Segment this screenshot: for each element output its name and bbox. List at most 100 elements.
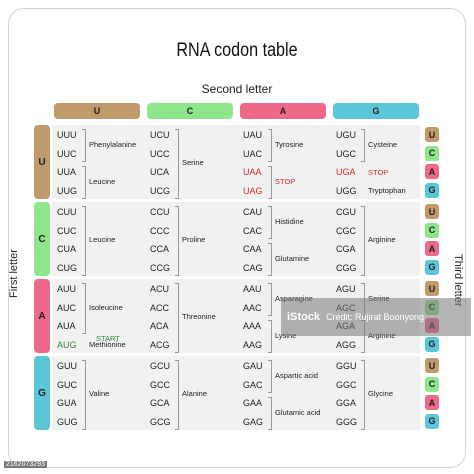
codon-uca: UCA xyxy=(150,167,170,177)
third-letter-g-g: G xyxy=(425,413,439,429)
third-letter-c-c: C xyxy=(425,222,439,238)
amino-acid-brace xyxy=(82,283,86,334)
codon-aua: AUA xyxy=(57,321,76,331)
amino-acid-brace xyxy=(175,360,179,430)
third-letter-c-a: A xyxy=(425,241,439,256)
codon-ccu: CCU xyxy=(150,207,170,217)
codon-gga: GGA xyxy=(336,398,357,408)
first-letter-g: G xyxy=(34,356,50,430)
watermark: iStock Credit: Rujirat Boonyong xyxy=(281,298,471,336)
block-c-background xyxy=(52,202,420,276)
third-letter-u-c: C xyxy=(425,145,439,161)
amino-acid-brace xyxy=(82,206,86,276)
codon-cuc: CUC xyxy=(57,225,77,236)
third-letter-label: Third letter xyxy=(452,254,464,307)
amino-acid-leucine: Leucine xyxy=(89,176,116,186)
third-letter-a-g: G xyxy=(425,336,439,352)
codon-cac: CAC xyxy=(243,225,263,236)
amino-acid-proline: Proline xyxy=(182,235,206,245)
block-u-background xyxy=(52,125,420,199)
third-letter-g-c: C xyxy=(425,376,439,392)
amino-acid-brace xyxy=(361,129,365,162)
codon-ggu: GGU xyxy=(336,361,357,371)
codon-ggg: GGG xyxy=(336,416,358,427)
amino-acid-brace xyxy=(268,320,272,353)
third-letter-g-a: A xyxy=(425,395,439,410)
codon-ucc: UCC xyxy=(150,148,170,159)
amino-acid-cysteine: Cysteine xyxy=(368,139,398,149)
third-letter-a-u: U xyxy=(425,281,439,296)
amino-acid-threonine: Threonine xyxy=(182,312,216,322)
amino-acid-brace xyxy=(361,360,365,430)
codon-aac: AAC xyxy=(243,302,262,313)
codon-gau: GAU xyxy=(243,361,263,371)
amino-acid-brace xyxy=(82,166,86,199)
amino-acid-leucine: Leucine xyxy=(89,235,116,245)
first-letter-u: U xyxy=(34,125,50,199)
codon-guc: GUC xyxy=(57,379,77,390)
page-title: RNA codon table xyxy=(176,40,298,61)
amino-acid-methionine: Methionine xyxy=(89,340,126,349)
codon-gcc: GCC xyxy=(150,379,170,390)
codon-caa: CAA xyxy=(243,244,262,254)
codon-gug: GUG xyxy=(57,416,78,427)
codon-acc: ACC xyxy=(150,302,170,313)
second-letter-c: C xyxy=(147,103,233,119)
third-letter-g-u: U xyxy=(425,358,439,373)
codon-ccc: CCC xyxy=(150,225,170,236)
codon-aau: AAU xyxy=(243,284,262,294)
amino-acid-brace xyxy=(175,283,179,353)
codon-ggc: GGC xyxy=(336,379,357,390)
codon-uac: UAC xyxy=(243,148,263,159)
amino-acid-brace xyxy=(268,206,272,239)
watermark-logo: iStock xyxy=(287,311,321,323)
codon-gac: GAC xyxy=(243,379,263,390)
amino-acid-start: START xyxy=(96,333,120,343)
second-letter-label: Second letter xyxy=(201,82,273,96)
codon-gaa: GAA xyxy=(243,398,263,408)
codon-cgg: CGG xyxy=(336,262,357,273)
codon-auu: AUU xyxy=(57,284,77,294)
codon-gcg: GCG xyxy=(150,416,171,427)
codon-aug: AUG xyxy=(57,339,77,350)
codon-aca: ACA xyxy=(150,321,169,331)
codon-agg: AGG xyxy=(336,339,357,350)
codon-uuc: UUC xyxy=(57,148,77,159)
amino-acid-brace xyxy=(175,206,179,276)
third-letter-u-a: A xyxy=(425,164,439,179)
codon-gua: GUA xyxy=(57,398,77,408)
codon-auc: AUC xyxy=(57,302,77,313)
first-letter-a: A xyxy=(34,279,50,353)
codon-uag: UAG xyxy=(243,185,263,196)
second-letter-a: A xyxy=(240,103,326,119)
codon-uaa: UAA xyxy=(243,167,262,177)
codon-gcu: GCU xyxy=(150,361,170,371)
codon-ucu: UCU xyxy=(150,130,170,140)
amino-acid-isoleucine: Isoleucine xyxy=(89,303,123,312)
codon-cau: CAU xyxy=(243,207,263,217)
first-letter-c: C xyxy=(34,202,50,276)
codon-agu: AGU xyxy=(336,284,356,294)
codon-cgc: CGC xyxy=(336,225,356,236)
codon-cug: CUG xyxy=(57,262,77,273)
codon-cua: CUA xyxy=(57,244,77,254)
amino-acid-brace xyxy=(268,166,272,199)
codon-cgu: CGU xyxy=(336,207,356,217)
watermark-credit: Credit: Rujirat Boonyong xyxy=(326,312,425,322)
second-letter-g: G xyxy=(333,103,419,119)
codon-cuu: CUU xyxy=(57,207,77,217)
amino-acid-stop: STOP xyxy=(275,176,296,186)
amino-acid-brace xyxy=(82,129,86,162)
codon-gca: GCA xyxy=(150,398,170,408)
amino-acid-brace xyxy=(82,360,86,430)
amino-acid-glutamic-acid: Glutamic acid xyxy=(275,407,321,417)
stock-id: 2162073293 xyxy=(4,461,47,468)
codon-gag: GAG xyxy=(243,416,264,427)
codon-uua: UUA xyxy=(57,167,77,177)
codon-acg: ACG xyxy=(150,339,170,350)
amino-acid-valine: Valine xyxy=(89,389,110,399)
codon-ugc: UGC xyxy=(336,148,356,159)
block-g-background xyxy=(52,356,420,430)
codon-aaa: AAA xyxy=(243,321,262,331)
third-letter-c-g: G xyxy=(425,259,439,275)
